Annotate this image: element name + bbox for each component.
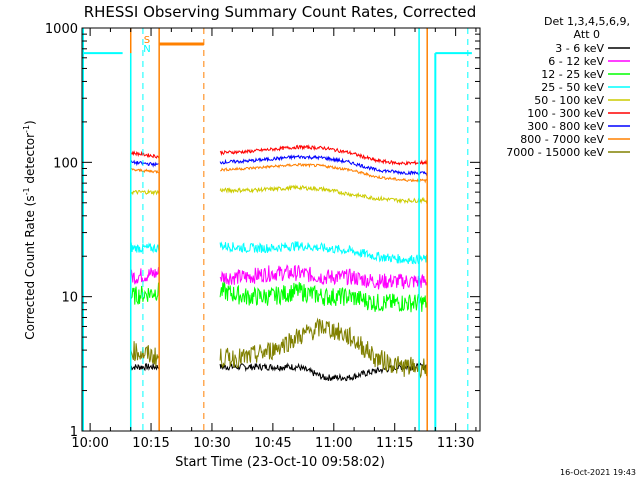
legend-entry-0: 3 - 6 keV <box>555 42 604 55</box>
marker-s: S <box>144 35 150 46</box>
series-3-seg2 <box>219 241 428 265</box>
legend-entry-1: 6 - 12 keV <box>548 55 604 68</box>
series-5-seg2 <box>219 144 428 166</box>
y-axis-label: Corrected Count Rate (s-1 detector-1) <box>22 120 37 339</box>
y-axis: 1 10 100 1000 <box>45 22 480 440</box>
series-8-seg1 <box>130 341 160 367</box>
plot-frame <box>81 27 481 432</box>
x-tick-label-6: 11:30 <box>437 436 474 451</box>
y-axis-label-sup2: -1 <box>22 125 31 133</box>
x-tick-label-5: 11:15 <box>376 436 413 451</box>
legend-entry-5: 100 - 300 keV <box>527 107 604 120</box>
legend-entry-3: 25 - 50 keV <box>541 81 604 94</box>
series-2-seg2 <box>219 281 428 313</box>
y-axis-label-sup1: -1 <box>22 187 31 195</box>
legend-header-2: Att 0 <box>574 28 600 41</box>
series-5-seg1 <box>130 150 160 159</box>
series-8-seg2 <box>219 317 428 379</box>
y-tick-label-1: 10 <box>61 291 78 306</box>
series-1-seg1 <box>130 267 160 285</box>
legend-entry-8: 7000 - 15000 keV <box>506 146 604 159</box>
y-axis-label-main: Corrected Count Rate (s <box>23 195 37 339</box>
x-tick-label-4: 11:00 <box>315 436 352 451</box>
plot-area: SN <box>82 28 472 431</box>
y-tick-label-3: 1000 <box>45 22 78 37</box>
series-6-seg1 <box>130 159 160 168</box>
x-axis: 10:00 10:15 10:30 10:45 11:00 11:15 11:30 <box>71 28 477 451</box>
series-4-seg1 <box>130 188 160 196</box>
legend-entry-6: 300 - 800 keV <box>527 120 604 133</box>
footer-timestamp: 16-Oct-2021 19:43 <box>560 468 636 477</box>
legend-entry-4: 50 - 100 keV <box>534 94 604 107</box>
series-1-seg2 <box>219 264 428 290</box>
x-tick-label-0: 10:00 <box>71 436 108 451</box>
series-6-seg2 <box>219 154 428 177</box>
series-7-seg2 <box>219 162 428 184</box>
series-4-seg2 <box>219 184 428 205</box>
legend-entry-2: 12 - 25 keV <box>541 68 604 81</box>
y-tick-label-0: 1 <box>70 425 78 440</box>
chart-title: RHESSI Observing Summary Count Rates, Co… <box>84 3 477 21</box>
legend-header-1: Det 1,3,4,5,6,9, <box>544 15 630 28</box>
series-3-seg1 <box>130 242 160 254</box>
y-tick-label-2: 100 <box>53 156 78 171</box>
marker-n: N <box>143 44 150 55</box>
y-axis-label-mid: detector <box>23 133 37 188</box>
series-7-seg1 <box>130 168 160 174</box>
series-2-seg1 <box>130 282 160 305</box>
x-tick-label-1: 10:15 <box>132 436 169 451</box>
x-tick-label-3: 10:45 <box>254 436 291 451</box>
x-tick-label-2: 10:30 <box>193 436 230 451</box>
y-axis-label-end: ) <box>23 120 37 125</box>
legend-entry-7: 800 - 7000 keV <box>520 133 604 146</box>
series-0-seg1 <box>130 363 160 372</box>
x-axis-label: Start Time (23-Oct-10 09:58:02) <box>175 455 385 470</box>
